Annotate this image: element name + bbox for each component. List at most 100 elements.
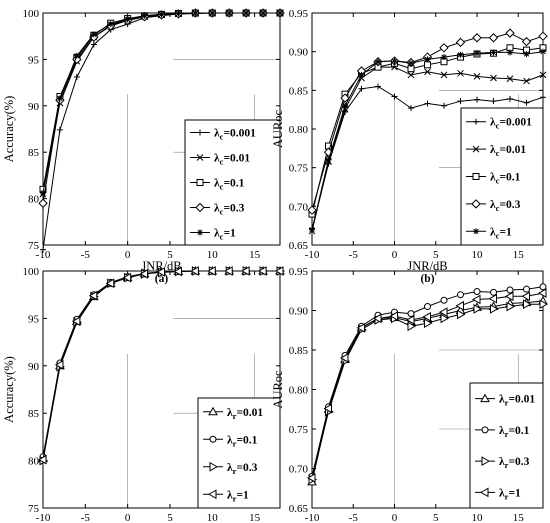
legend: λr=0.01 λr=0.1 λr=0.3 λr=1 bbox=[469, 382, 544, 509]
data-point bbox=[424, 61, 431, 69]
data-point bbox=[539, 299, 549, 310]
data-point bbox=[407, 321, 417, 332]
data-point bbox=[342, 102, 348, 109]
data-point bbox=[139, 268, 149, 279]
data-point bbox=[441, 102, 447, 109]
data-point bbox=[40, 190, 46, 197]
data-point bbox=[521, 291, 530, 302]
data-point bbox=[40, 246, 46, 253]
x-tick-label: 0 bbox=[392, 512, 398, 523]
legend-entry: λr=0.1 bbox=[203, 434, 258, 448]
data-point bbox=[455, 300, 464, 311]
data-point bbox=[122, 272, 132, 283]
data-point bbox=[457, 98, 464, 105]
x-tick-label: -10 bbox=[305, 249, 320, 261]
data-point bbox=[424, 318, 433, 329]
x-axis-label: JNR/dB bbox=[407, 259, 447, 273]
legend-label: λr=0.1 bbox=[227, 434, 258, 448]
data-point bbox=[523, 299, 532, 310]
legend-label: λr=0.01 bbox=[499, 394, 535, 408]
legend-marker bbox=[197, 129, 203, 136]
data-point bbox=[440, 296, 448, 304]
legend-label: λc=0.3 bbox=[214, 203, 245, 217]
legend-marker bbox=[209, 461, 219, 472]
legend-label: λr=1 bbox=[499, 487, 521, 501]
data-point bbox=[523, 77, 530, 85]
y-tick-label: 0.80 bbox=[289, 385, 309, 397]
data-point bbox=[457, 291, 464, 299]
data-point bbox=[372, 313, 382, 324]
data-point bbox=[38, 198, 48, 208]
legend-marker bbox=[196, 179, 204, 186]
x-tick-label: 5 bbox=[433, 249, 439, 261]
legend-entry: λr=0.1 bbox=[475, 425, 530, 439]
data-point bbox=[506, 286, 514, 294]
x-tick-label: 5 bbox=[433, 512, 439, 523]
data-point bbox=[490, 98, 497, 105]
legend-label: λr=0.01 bbox=[227, 407, 263, 421]
legend-label: λc=0.1 bbox=[214, 178, 245, 192]
y-tick-label: 0.85 bbox=[289, 345, 309, 357]
data-point bbox=[523, 285, 530, 293]
y-tick-label: 75 bbox=[28, 240, 40, 252]
data-point bbox=[504, 291, 514, 302]
y-axis-label: Accuracy(%) bbox=[2, 356, 16, 423]
legend-entry: λc=0.3 bbox=[190, 203, 245, 217]
legend-box bbox=[197, 397, 281, 509]
data-point bbox=[274, 266, 284, 276]
series-starburst bbox=[309, 48, 546, 233]
data-point bbox=[309, 226, 315, 233]
data-point bbox=[156, 267, 165, 277]
x-tick-label: 10 bbox=[472, 249, 484, 261]
x-tick-label: 10 bbox=[472, 512, 484, 523]
data-point bbox=[490, 49, 497, 56]
data-point bbox=[54, 359, 64, 370]
legend-label: λc=0.001 bbox=[214, 128, 256, 142]
legend-marker bbox=[479, 487, 489, 498]
x-tick-label: -10 bbox=[36, 512, 51, 523]
data-point bbox=[438, 307, 448, 317]
legend-entry: λr=0.3 bbox=[475, 456, 530, 470]
data-point bbox=[424, 56, 431, 63]
legend-marker bbox=[481, 426, 489, 434]
data-point bbox=[408, 60, 414, 67]
data-point bbox=[37, 454, 47, 465]
data-point bbox=[474, 96, 480, 103]
legend-entry: λr=0.01 bbox=[203, 406, 263, 421]
data-point bbox=[521, 36, 532, 47]
data-point bbox=[73, 74, 80, 81]
x-tick-label: 5 bbox=[167, 512, 173, 523]
data-point bbox=[488, 33, 499, 43]
data-point bbox=[457, 51, 464, 58]
panel-a: -10 -5 0 5 10 157580859095100JNR/dB(a)Accurac… bbox=[2, 8, 285, 285]
data-point bbox=[439, 43, 449, 53]
data-point bbox=[424, 68, 431, 76]
data-point bbox=[358, 85, 365, 92]
x-tick-label: -5 bbox=[349, 512, 359, 523]
data-point bbox=[523, 50, 530, 57]
y-tick-label: 90 bbox=[28, 361, 40, 373]
data-point bbox=[207, 266, 216, 276]
data-point bbox=[375, 83, 381, 90]
legend-label: λc=0.01 bbox=[490, 144, 526, 158]
legend-entry: λc=0.1 bbox=[466, 172, 521, 186]
data-point bbox=[505, 28, 515, 38]
data-point bbox=[506, 75, 514, 83]
data-point bbox=[226, 10, 233, 16]
data-point bbox=[490, 288, 497, 296]
legend-entry: λc=0.01 bbox=[190, 153, 250, 167]
data-point bbox=[391, 57, 398, 64]
x-tick-label: 0 bbox=[125, 512, 131, 523]
data-point bbox=[389, 311, 398, 321]
panel-b: -10 -5 0 5 10 15 0.65 0.70 0.75 0.80 0.85 0.90 0.95 J… bbox=[271, 8, 548, 285]
data-point bbox=[325, 156, 332, 163]
legend-entry: λr=0.3 bbox=[203, 462, 258, 476]
data-point bbox=[56, 126, 63, 133]
legend-marker bbox=[472, 145, 480, 153]
x-tick-label: 15 bbox=[513, 512, 525, 523]
legend-marker bbox=[481, 456, 491, 466]
legend-entry: λc=0.001 bbox=[190, 128, 256, 142]
y-tick-label: 0.75 bbox=[289, 163, 309, 175]
data-point bbox=[71, 316, 81, 327]
